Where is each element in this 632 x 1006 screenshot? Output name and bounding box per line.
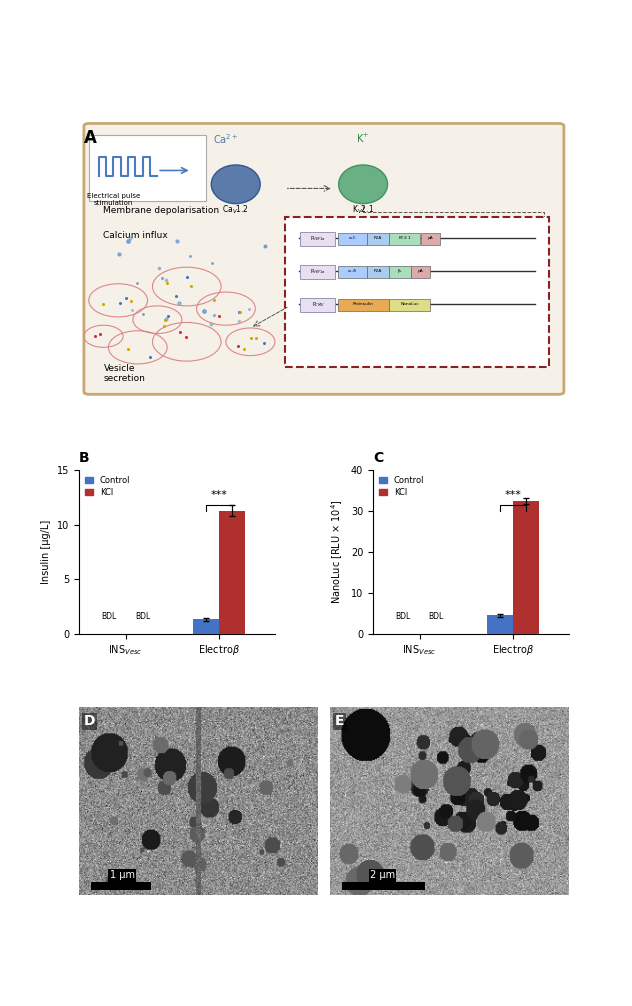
Y-axis label: Insulin [μg/L]: Insulin [μg/L]: [41, 520, 51, 584]
Text: P2A: P2A: [374, 270, 382, 274]
Text: A: A: [84, 129, 97, 147]
Bar: [91, 882, 150, 889]
FancyBboxPatch shape: [367, 232, 389, 244]
Text: K$^{+}$: K$^{+}$: [356, 132, 370, 145]
FancyBboxPatch shape: [284, 217, 549, 366]
Bar: [193, 620, 219, 634]
Bar: [219, 511, 245, 634]
Bar: [487, 616, 513, 634]
Y-axis label: NanoLuc [RLU × 10$^{4}$]: NanoLuc [RLU × 10$^{4}$]: [330, 500, 345, 605]
Bar: [513, 501, 539, 634]
FancyBboxPatch shape: [300, 231, 335, 245]
FancyBboxPatch shape: [337, 232, 367, 244]
Text: Electrical pulse
stimulation: Electrical pulse stimulation: [87, 192, 140, 205]
Text: Ca$^{2+}$: Ca$^{2+}$: [213, 132, 239, 146]
Text: α₁C: α₁C: [348, 236, 356, 240]
Legend: Control, KCl: Control, KCl: [83, 475, 132, 498]
Text: BDL: BDL: [428, 612, 444, 621]
FancyBboxPatch shape: [389, 299, 430, 311]
Text: Proinsulin: Proinsulin: [353, 303, 374, 307]
Text: P$_{CMV}$: P$_{CMV}$: [312, 300, 324, 309]
Bar: [342, 882, 425, 889]
FancyBboxPatch shape: [367, 266, 389, 278]
Text: 2 μm: 2 μm: [370, 870, 395, 880]
Text: B: B: [79, 451, 90, 465]
Text: β₁: β₁: [398, 270, 402, 274]
FancyBboxPatch shape: [300, 265, 335, 279]
Text: α₁-δ: α₁-δ: [348, 270, 356, 274]
Text: 1 μm: 1 μm: [109, 870, 135, 880]
Text: P2A: P2A: [374, 236, 382, 240]
Text: P$_{HEF1α}$: P$_{HEF1α}$: [310, 267, 326, 276]
Text: pA: pA: [428, 236, 434, 240]
FancyBboxPatch shape: [337, 299, 389, 311]
FancyBboxPatch shape: [300, 298, 335, 312]
FancyBboxPatch shape: [84, 124, 564, 394]
Ellipse shape: [339, 165, 387, 203]
FancyBboxPatch shape: [389, 232, 420, 244]
Text: Ca$_V$1.2: Ca$_V$1.2: [222, 203, 249, 216]
Text: C: C: [373, 451, 383, 465]
Text: ***: ***: [210, 490, 228, 500]
Text: Membrane depolarisation: Membrane depolarisation: [104, 206, 219, 215]
Text: NanoLuc: NanoLuc: [400, 303, 419, 307]
Ellipse shape: [211, 165, 260, 203]
Text: ***: ***: [504, 490, 521, 500]
Text: Calcium influx: Calcium influx: [104, 231, 168, 240]
FancyBboxPatch shape: [421, 232, 440, 244]
Legend: Control, KCl: Control, KCl: [377, 475, 426, 498]
Text: K$_V$2.1: K$_V$2.1: [352, 203, 374, 216]
Text: pA: pA: [418, 270, 423, 274]
Text: E: E: [335, 714, 344, 728]
Text: BDL: BDL: [135, 612, 150, 621]
Text: BDL: BDL: [101, 612, 116, 621]
FancyBboxPatch shape: [88, 135, 206, 201]
Text: Vesicle
secretion: Vesicle secretion: [104, 364, 145, 383]
FancyBboxPatch shape: [411, 266, 430, 278]
Text: BDL: BDL: [395, 612, 410, 621]
FancyBboxPatch shape: [389, 266, 411, 278]
Text: P$_{HEF1α}$: P$_{HEF1α}$: [310, 233, 326, 242]
Text: D: D: [84, 714, 95, 728]
Text: K$_V$2.1: K$_V$2.1: [398, 234, 411, 242]
FancyBboxPatch shape: [337, 266, 367, 278]
